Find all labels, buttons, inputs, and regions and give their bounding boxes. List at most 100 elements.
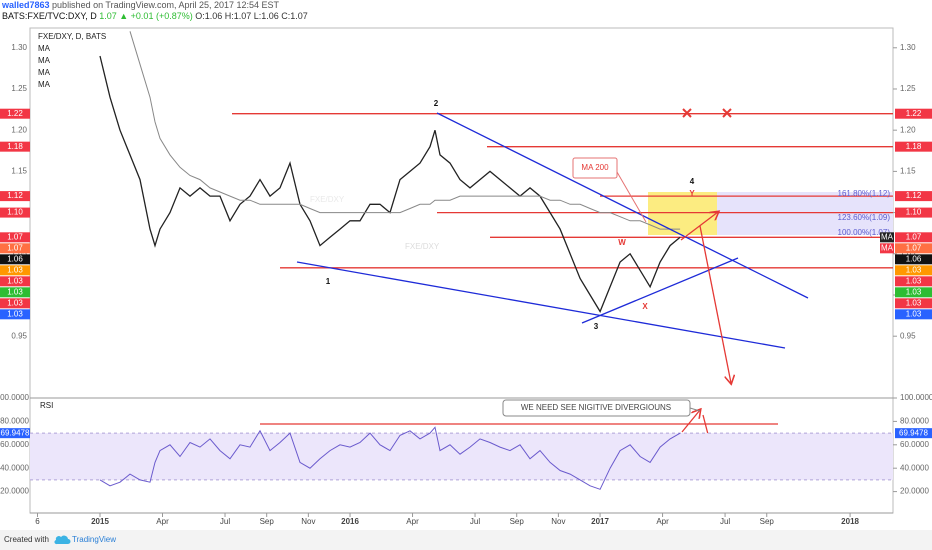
price-marker-label: 1.12: [906, 191, 922, 200]
rsi-tick-label: 20.0000: [900, 487, 929, 496]
fib-label: 100.00%(1.07): [838, 228, 891, 237]
legend-item: MA: [38, 44, 51, 53]
x-tick-label: 2015: [91, 517, 109, 526]
legend-item: MA: [38, 56, 51, 65]
x-tick-label: 2017: [591, 517, 609, 526]
drawings: [260, 108, 809, 473]
y-tick-label: 1.30: [900, 43, 916, 52]
price-marker: [895, 108, 932, 119]
rsi-tick-label: 40.0000: [900, 463, 929, 472]
rsi-tick-label: 100.0000: [900, 393, 932, 402]
price-marker-label: 1.03: [7, 265, 23, 274]
arrow: [699, 225, 731, 383]
annotation: 3: [594, 322, 599, 331]
fib-zone: [717, 192, 893, 235]
x-tick-label: Apr: [406, 517, 419, 526]
trendline: [436, 112, 809, 299]
y-tick-label: 1.05: [11, 249, 27, 258]
ma-tag-label: MA: [881, 243, 894, 252]
y-tick-label: 1.20: [900, 125, 916, 134]
price-marker-label: 1.18: [906, 142, 922, 151]
callout-pointer: [616, 171, 647, 223]
arrow: [680, 212, 718, 241]
y-tick-label: 0.95: [900, 331, 916, 340]
price-marker-label: 1.03: [906, 309, 922, 318]
watermark: FXE/DXY: [310, 195, 345, 204]
price-marker: [895, 309, 932, 320]
publisher[interactable]: walled7863: [2, 0, 50, 10]
price-marker-label: 1.10: [906, 208, 922, 217]
x-tick-label: 2016: [341, 517, 359, 526]
price-marker-label: 1.22: [906, 109, 922, 118]
price-marker-label: 1.03: [906, 298, 922, 307]
ma-line: [129, 31, 681, 230]
ma-tag: [880, 243, 894, 254]
price-marker-label: 1.03: [7, 287, 23, 296]
price-marker-label: 1.07: [7, 232, 23, 241]
price-marker: [895, 287, 932, 298]
x-tick-label: Jul: [220, 517, 230, 526]
watermark-small: FXE/DXY: [405, 242, 440, 251]
price-marker: [895, 243, 932, 254]
price-marker: [895, 207, 932, 218]
ma-tag-label: MA: [881, 232, 894, 241]
price-pane: FXE/DXY FXE/DXY: [99, 31, 893, 313]
y-tick-label: 1.25: [11, 84, 27, 93]
price-line: [99, 55, 681, 313]
fib-label: 123.60%(1.09): [838, 213, 891, 222]
rsi-tick-label: 80.0000: [900, 417, 929, 426]
trendline: [581, 257, 739, 324]
price-marker: [0, 276, 30, 287]
symbol: BATS:FXE/TVC:DXY, D: [2, 11, 97, 21]
price-marker-label: 1.03: [7, 309, 23, 318]
annotation: X: [642, 302, 648, 311]
price-marker-label: 1.06: [906, 254, 922, 263]
rsi-band: [30, 433, 893, 480]
logo[interactable]: [54, 535, 71, 545]
trendline: [296, 261, 786, 349]
y-tick-label: 0.95: [11, 331, 27, 340]
target-zone: [648, 192, 717, 235]
annotation: Y: [689, 189, 695, 198]
y-tick-label: 1.25: [900, 84, 916, 93]
price-marker: [895, 276, 932, 287]
price-marker-label: 1.22: [7, 109, 23, 118]
footer-brand[interactable]: TradingView: [72, 535, 116, 544]
y-tick-label: 1.15: [900, 166, 916, 175]
price-marker-label: 1.18: [7, 142, 23, 151]
x-tick-label: Sep: [510, 517, 525, 526]
footer-bar: [0, 530, 932, 550]
legend-title: FXE/DXY, D, BATS: [38, 32, 106, 41]
price-marker: [0, 191, 30, 202]
x-tick-label: Apr: [156, 517, 169, 526]
price-marker-label: 1.03: [7, 276, 23, 285]
rsi-title: RSI: [40, 401, 53, 410]
price-marker: [895, 298, 932, 309]
price-marker: [0, 207, 30, 218]
y-tick-label: 1.05: [900, 249, 916, 258]
arrow: [681, 410, 700, 433]
footer-created: Created with: [4, 535, 49, 544]
price-marker: [895, 232, 932, 243]
x-tick-label: 6: [35, 517, 40, 526]
rsi-note: WE NEED SEE NIGITIVE DIVERGIOUNS: [521, 403, 671, 412]
price-marker: [0, 254, 30, 265]
callout-box: [502, 399, 691, 417]
rsi-tick-label: 80.0000: [0, 417, 29, 426]
price-marker-label: 1.07: [7, 243, 23, 252]
y-tick-label: 1.15: [11, 166, 27, 175]
price-marker: [895, 191, 932, 202]
rsi-line: [99, 426, 681, 490]
y-tick-label: 1.20: [11, 125, 27, 134]
price-marker: [895, 254, 932, 265]
x-tick-label: 2018: [841, 517, 859, 526]
price-marker-label: 1.12: [7, 191, 23, 200]
price-marker: [0, 232, 30, 243]
price-marker-label: 1.06: [7, 254, 23, 263]
fib-label: 161.80%(1.12): [838, 189, 891, 198]
price-marker: [0, 141, 30, 152]
rsi-marker-label: 69.9478: [899, 428, 928, 437]
price-marker: [0, 287, 30, 298]
